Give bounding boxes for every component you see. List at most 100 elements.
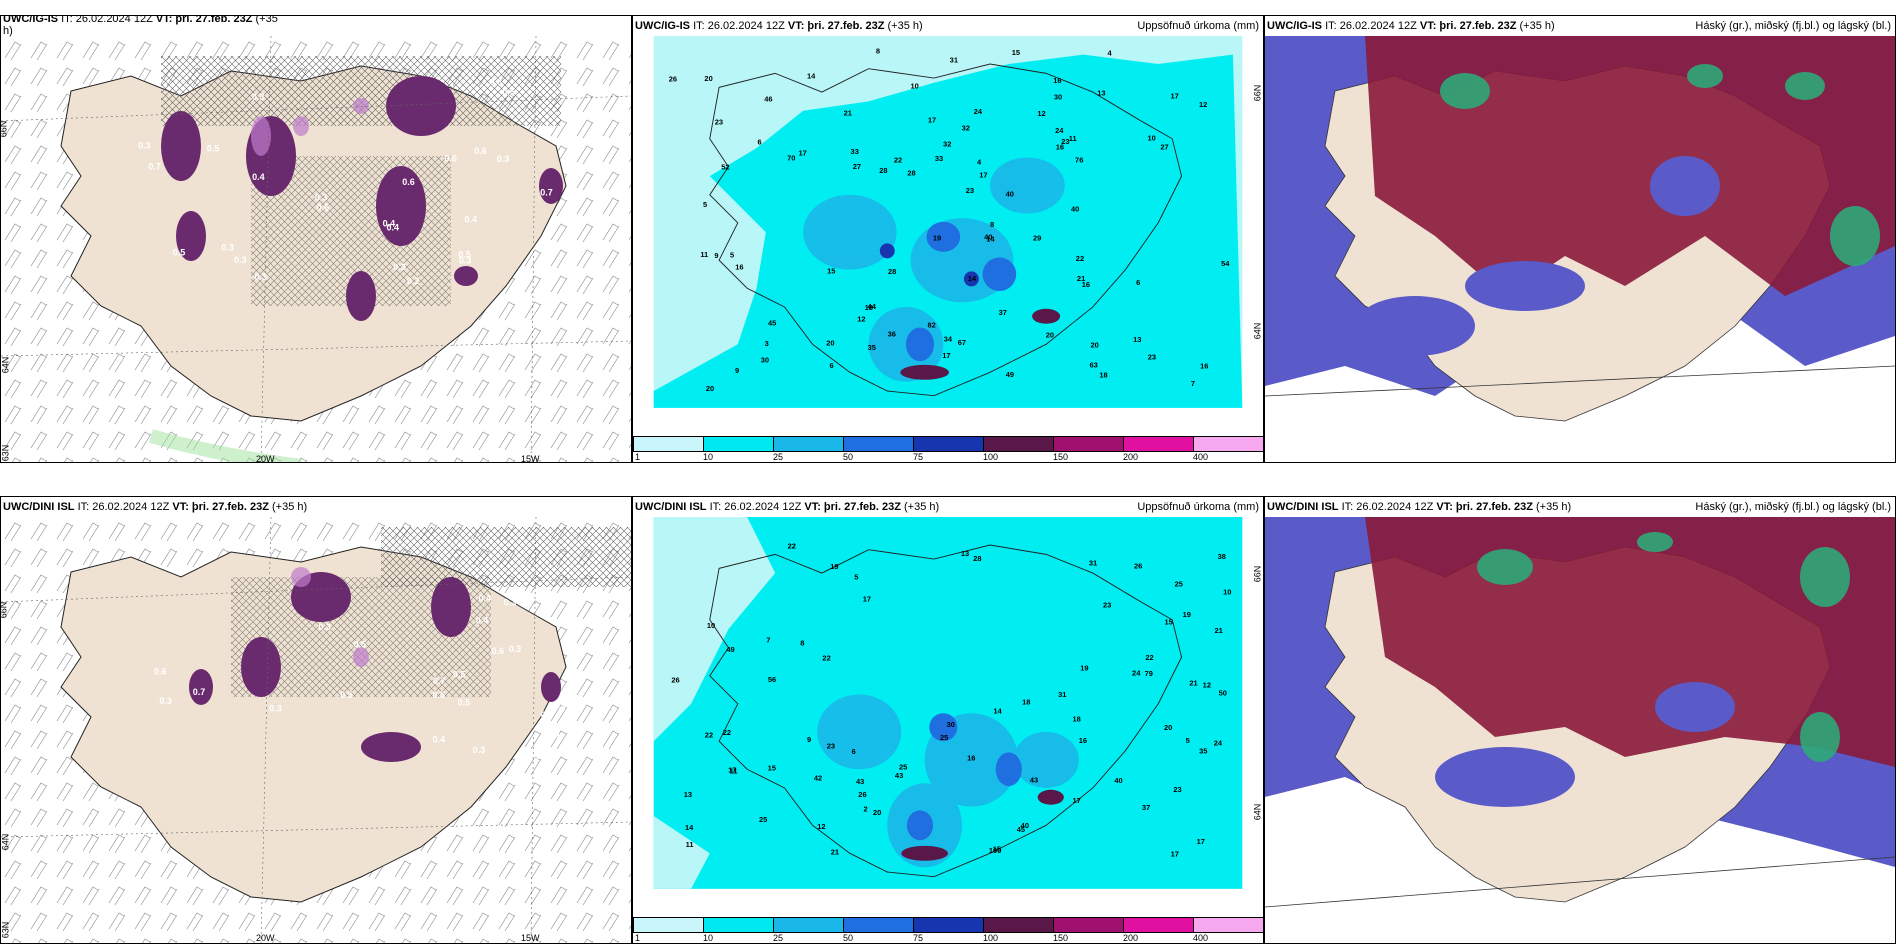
map-value: 0.4 <box>433 735 446 745</box>
map-value: 11 <box>730 766 738 775</box>
map-value: 16 <box>1079 736 1087 745</box>
panel-bottom-left: UWC/DINI ISL IT: 26.02.2024 12Z VT: þri.… <box>0 496 632 944</box>
map-value: 5 <box>703 200 707 209</box>
map-value: 13 <box>1133 335 1141 344</box>
map-value: 17 <box>863 594 871 603</box>
legend-swatch <box>633 917 704 933</box>
map-value: 33 <box>851 147 859 156</box>
map-value: 10 <box>707 621 715 630</box>
map-value: 28 <box>973 554 981 563</box>
map-value: 67 <box>958 338 966 347</box>
map-value: 21 <box>1077 274 1085 283</box>
map-value: 0.3 <box>509 644 522 654</box>
panel-top-right: UWC/IG-IS IT: 26.02.2024 12Z VT: þri. 27… <box>1264 15 1896 463</box>
map-value: 17 <box>1171 850 1179 859</box>
map-value: 12 <box>817 822 825 831</box>
map-value: 25 <box>759 815 767 824</box>
map-value: 30 <box>1054 93 1062 102</box>
map-value: 37 <box>1142 803 1150 812</box>
map-value: 10 <box>910 81 918 90</box>
precip-legend: 1 10 25 50 75 100 150 200 400 <box>633 434 1263 462</box>
map-value: 22 <box>822 653 830 662</box>
map-value: 23 <box>827 742 835 751</box>
map-value: 17 <box>942 351 950 360</box>
map-value: 100 <box>989 846 1001 855</box>
map-value: 0.5 <box>458 698 471 708</box>
map-value: 20 <box>1046 331 1054 340</box>
legend-label: 1 <box>635 452 641 462</box>
map-value: 0.4 <box>383 219 396 229</box>
legend-swatch <box>983 436 1054 452</box>
legend-swatch <box>1193 917 1263 933</box>
map-value: 0.3 <box>497 154 510 164</box>
map-value: 0.5 <box>433 690 446 700</box>
map-value: 11 <box>686 840 694 849</box>
map-value: 31 <box>1089 558 1097 567</box>
map-value: 0.3 <box>490 77 503 87</box>
map-value: 16 <box>1056 142 1064 151</box>
map-value: 26 <box>1134 561 1142 570</box>
map-value: 0.5 <box>340 690 353 700</box>
map-value: 0.3 <box>255 272 268 282</box>
panel-right-title: Uppsöfnuð úrkoma (mm) <box>1137 501 1259 513</box>
map-value: 40 <box>1114 776 1122 785</box>
map-value: 12 <box>1037 109 1045 118</box>
map-value: 20 <box>873 808 881 817</box>
map-value: 0.3 <box>473 745 486 755</box>
map-value: 16 <box>1082 280 1090 289</box>
map-value: 70 <box>787 154 795 163</box>
map-value: 19 <box>933 233 941 242</box>
map-value: 17 <box>799 149 807 158</box>
map-value: 7 <box>766 636 770 645</box>
legend-label: 400 <box>1193 933 1209 943</box>
lat-label: 63N <box>0 921 11 939</box>
map-value: 32 <box>962 123 970 132</box>
map-value: 40 <box>984 232 992 241</box>
legend-swatch <box>773 917 844 933</box>
map-value: 79 <box>1145 669 1153 678</box>
precip-values: 9681410151316201272736312033211619122630… <box>669 47 1230 393</box>
map-value: 18 <box>1099 370 1107 379</box>
snowfall-map: 0.20.30.30.5 0.60.30.70.40.60.30.50.30.30… <box>1 36 631 462</box>
map-value: 0.3 <box>315 192 328 202</box>
map-value: 0.4 <box>252 172 265 182</box>
map-value: 0.7 <box>540 187 553 197</box>
precipitation-map: 8111025121723252213131821202524221722252… <box>653 517 1243 889</box>
legend-swatch <box>983 917 1054 933</box>
map-value: 12 <box>1203 681 1211 690</box>
map-value: 27 <box>1160 142 1168 151</box>
legend-label: 200 <box>1123 933 1139 943</box>
map-value: 10 <box>1223 587 1231 596</box>
legend-label: 10 <box>703 933 714 943</box>
lat-label: 64N <box>0 833 11 851</box>
map-value: 0.5 <box>354 640 367 650</box>
map-value: 15 <box>993 844 1001 853</box>
map-value: 17 <box>1197 837 1205 846</box>
map-value: 9 <box>807 735 811 744</box>
map-value: 25 <box>1175 579 1183 588</box>
lon-label: 20W <box>256 933 275 943</box>
map-value: 24 <box>1132 669 1141 678</box>
iceland-outline <box>709 544 1183 878</box>
map-value: 0.6 <box>317 202 330 212</box>
map-value: 0.3 <box>541 710 554 720</box>
panel-title: UWC/IG-IS IT: 26.02.2024 12Z VT: þri. 27… <box>1267 20 1555 32</box>
map-value: 0.3 <box>318 622 331 632</box>
map-value: 0.3 <box>159 696 172 706</box>
map-value: 17 <box>928 116 936 125</box>
map-value: 24 <box>1055 126 1064 135</box>
map-value: 40 <box>1006 190 1014 199</box>
map-value: 45 <box>768 319 776 328</box>
map-value: 22 <box>1145 653 1153 662</box>
map-value: 0.3 <box>269 704 282 714</box>
legend-swatch <box>773 436 844 452</box>
map-value: 16 <box>735 263 743 272</box>
map-value: 30 <box>761 356 769 365</box>
map-value: 23 <box>1173 785 1181 794</box>
map-value: 31 <box>950 56 958 65</box>
map-value: 33 <box>935 154 943 163</box>
map-value: 26 <box>858 790 866 799</box>
map-value: 16 <box>1200 361 1208 370</box>
map-value: 18 <box>1072 714 1080 723</box>
map-value: 20 <box>1164 723 1172 732</box>
